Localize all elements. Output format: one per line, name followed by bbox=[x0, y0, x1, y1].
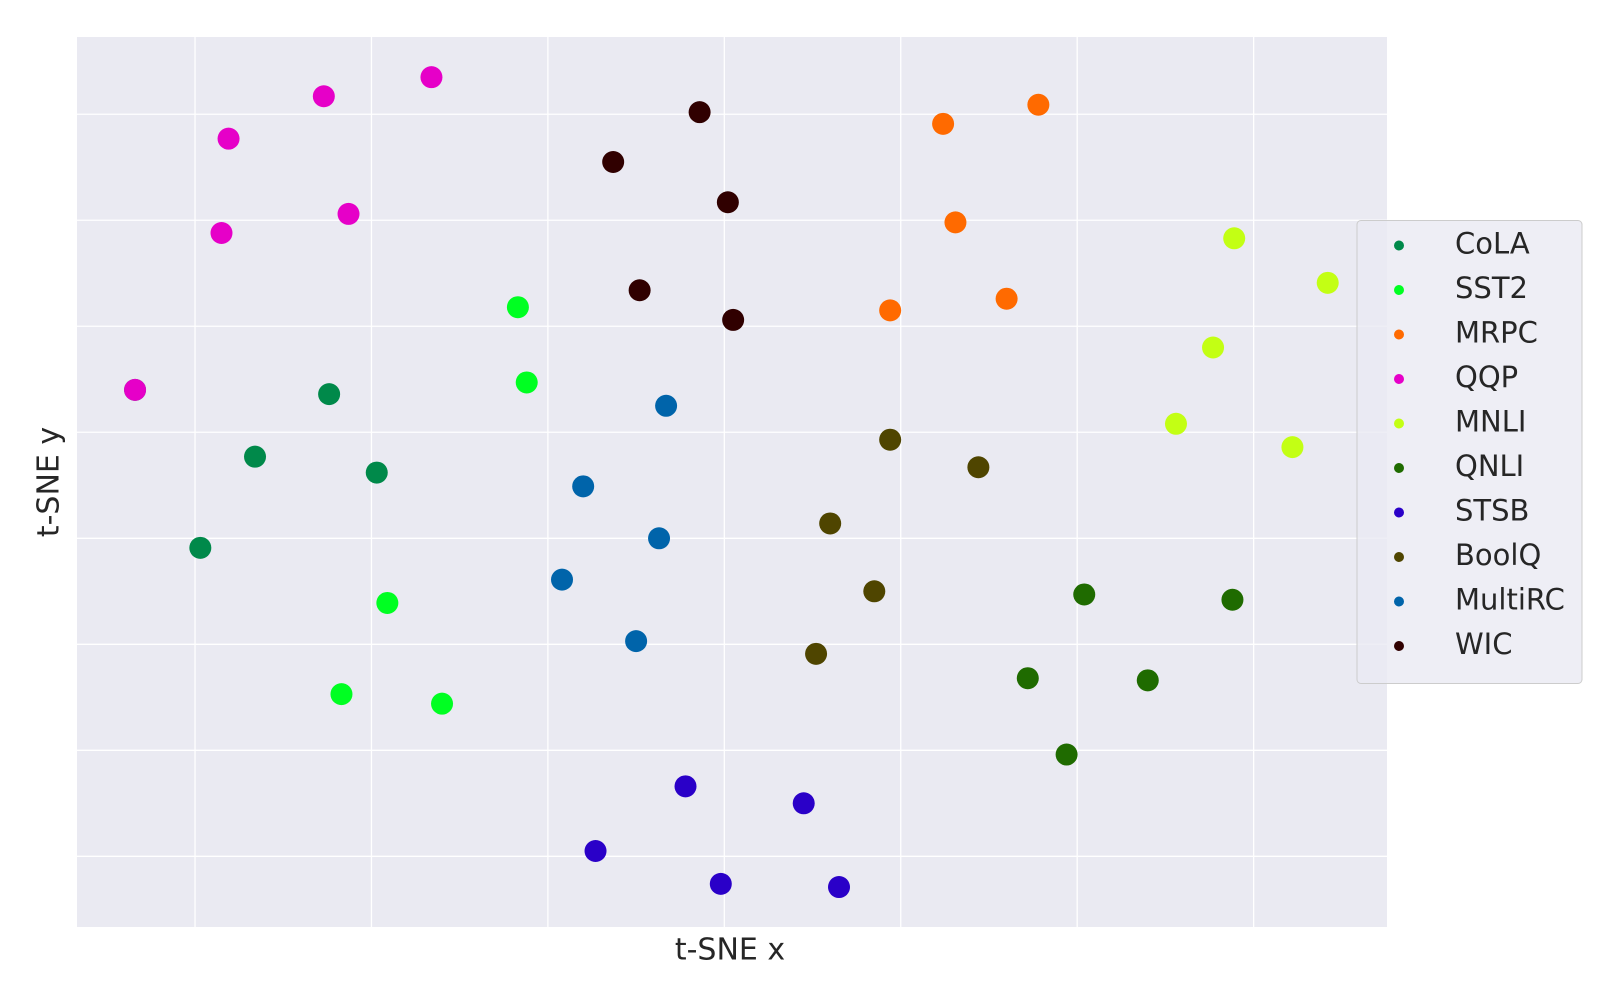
legend-label: WIC bbox=[1455, 627, 1512, 661]
scatter-point bbox=[863, 580, 886, 603]
scatter-point bbox=[625, 630, 648, 653]
scatter-point bbox=[932, 112, 955, 135]
scatter-point bbox=[1316, 271, 1339, 294]
scatter-point bbox=[995, 287, 1018, 310]
scatter-point bbox=[674, 775, 697, 798]
scatter-point bbox=[879, 428, 902, 451]
legend-label: STSB bbox=[1455, 494, 1529, 528]
legend-label: MRPC bbox=[1455, 316, 1538, 350]
scatter-point bbox=[420, 66, 443, 89]
scatter-point bbox=[244, 445, 267, 468]
scatter-point bbox=[805, 642, 828, 665]
scatter-point bbox=[1202, 336, 1225, 359]
scatter-point bbox=[312, 85, 335, 108]
legend-marker bbox=[1394, 552, 1404, 562]
scatter-point bbox=[1073, 583, 1096, 606]
scatter-point bbox=[1136, 669, 1159, 692]
plot-area bbox=[77, 37, 1387, 927]
legend-label: BoolQ bbox=[1455, 538, 1541, 572]
scatter-point bbox=[819, 512, 842, 535]
legend-label: QQP bbox=[1455, 360, 1518, 394]
scatter-point bbox=[1221, 588, 1244, 611]
legend-marker bbox=[1394, 507, 1404, 518]
scatter-point bbox=[365, 461, 388, 484]
scatter-point bbox=[648, 527, 671, 550]
legend-marker bbox=[1394, 641, 1404, 651]
scatter-point bbox=[792, 792, 815, 815]
legend-marker bbox=[1394, 285, 1404, 295]
scatter-point bbox=[506, 296, 529, 319]
scatter-point bbox=[337, 202, 360, 225]
scatter-point bbox=[1223, 227, 1246, 250]
legend-box bbox=[1356, 220, 1583, 684]
scatter-point bbox=[1281, 436, 1304, 459]
scatter-point bbox=[1055, 743, 1078, 766]
scatter-point bbox=[515, 371, 538, 394]
legend-label: QNLI bbox=[1455, 449, 1524, 483]
scatter-point bbox=[584, 839, 607, 862]
scatter-point bbox=[210, 221, 233, 244]
scatter-point bbox=[572, 475, 595, 498]
legend-marker bbox=[1394, 374, 1404, 384]
scatter-point bbox=[330, 683, 353, 706]
scatter-point bbox=[124, 378, 147, 401]
scatter-point bbox=[628, 279, 651, 302]
x-axis-label: t-SNE x bbox=[675, 933, 785, 968]
scatter-point bbox=[376, 591, 399, 614]
legend-marker bbox=[1394, 240, 1404, 251]
y-axis-label: t-SNE y bbox=[32, 427, 67, 537]
scatter-point bbox=[602, 150, 625, 173]
scatter-point bbox=[551, 568, 574, 591]
legend-marker bbox=[1394, 596, 1404, 607]
scatter-point bbox=[318, 383, 341, 406]
scatter-point bbox=[828, 876, 851, 899]
legend-label: MultiRC bbox=[1455, 583, 1565, 617]
legend-marker bbox=[1394, 418, 1404, 429]
scatter-point bbox=[722, 308, 745, 331]
scatter-point bbox=[655, 394, 678, 417]
scatter-point bbox=[1027, 93, 1050, 116]
scatter-point bbox=[688, 101, 711, 124]
scatter-point bbox=[189, 536, 212, 559]
scatter-point bbox=[1016, 667, 1039, 690]
legend-label: SST2 bbox=[1455, 271, 1528, 305]
scatter-point bbox=[944, 211, 967, 234]
scatter-point bbox=[967, 456, 990, 479]
scatter-point bbox=[879, 299, 902, 322]
scatter-point bbox=[431, 692, 454, 715]
scatter-point bbox=[1164, 412, 1187, 435]
legend-label: MNLI bbox=[1455, 405, 1526, 439]
scatter-point bbox=[716, 191, 739, 214]
scatter-point bbox=[709, 872, 732, 895]
legend-marker bbox=[1394, 463, 1404, 473]
scatter-point bbox=[217, 127, 240, 150]
legend-label: CoLA bbox=[1455, 227, 1530, 261]
legend-marker bbox=[1394, 329, 1404, 340]
